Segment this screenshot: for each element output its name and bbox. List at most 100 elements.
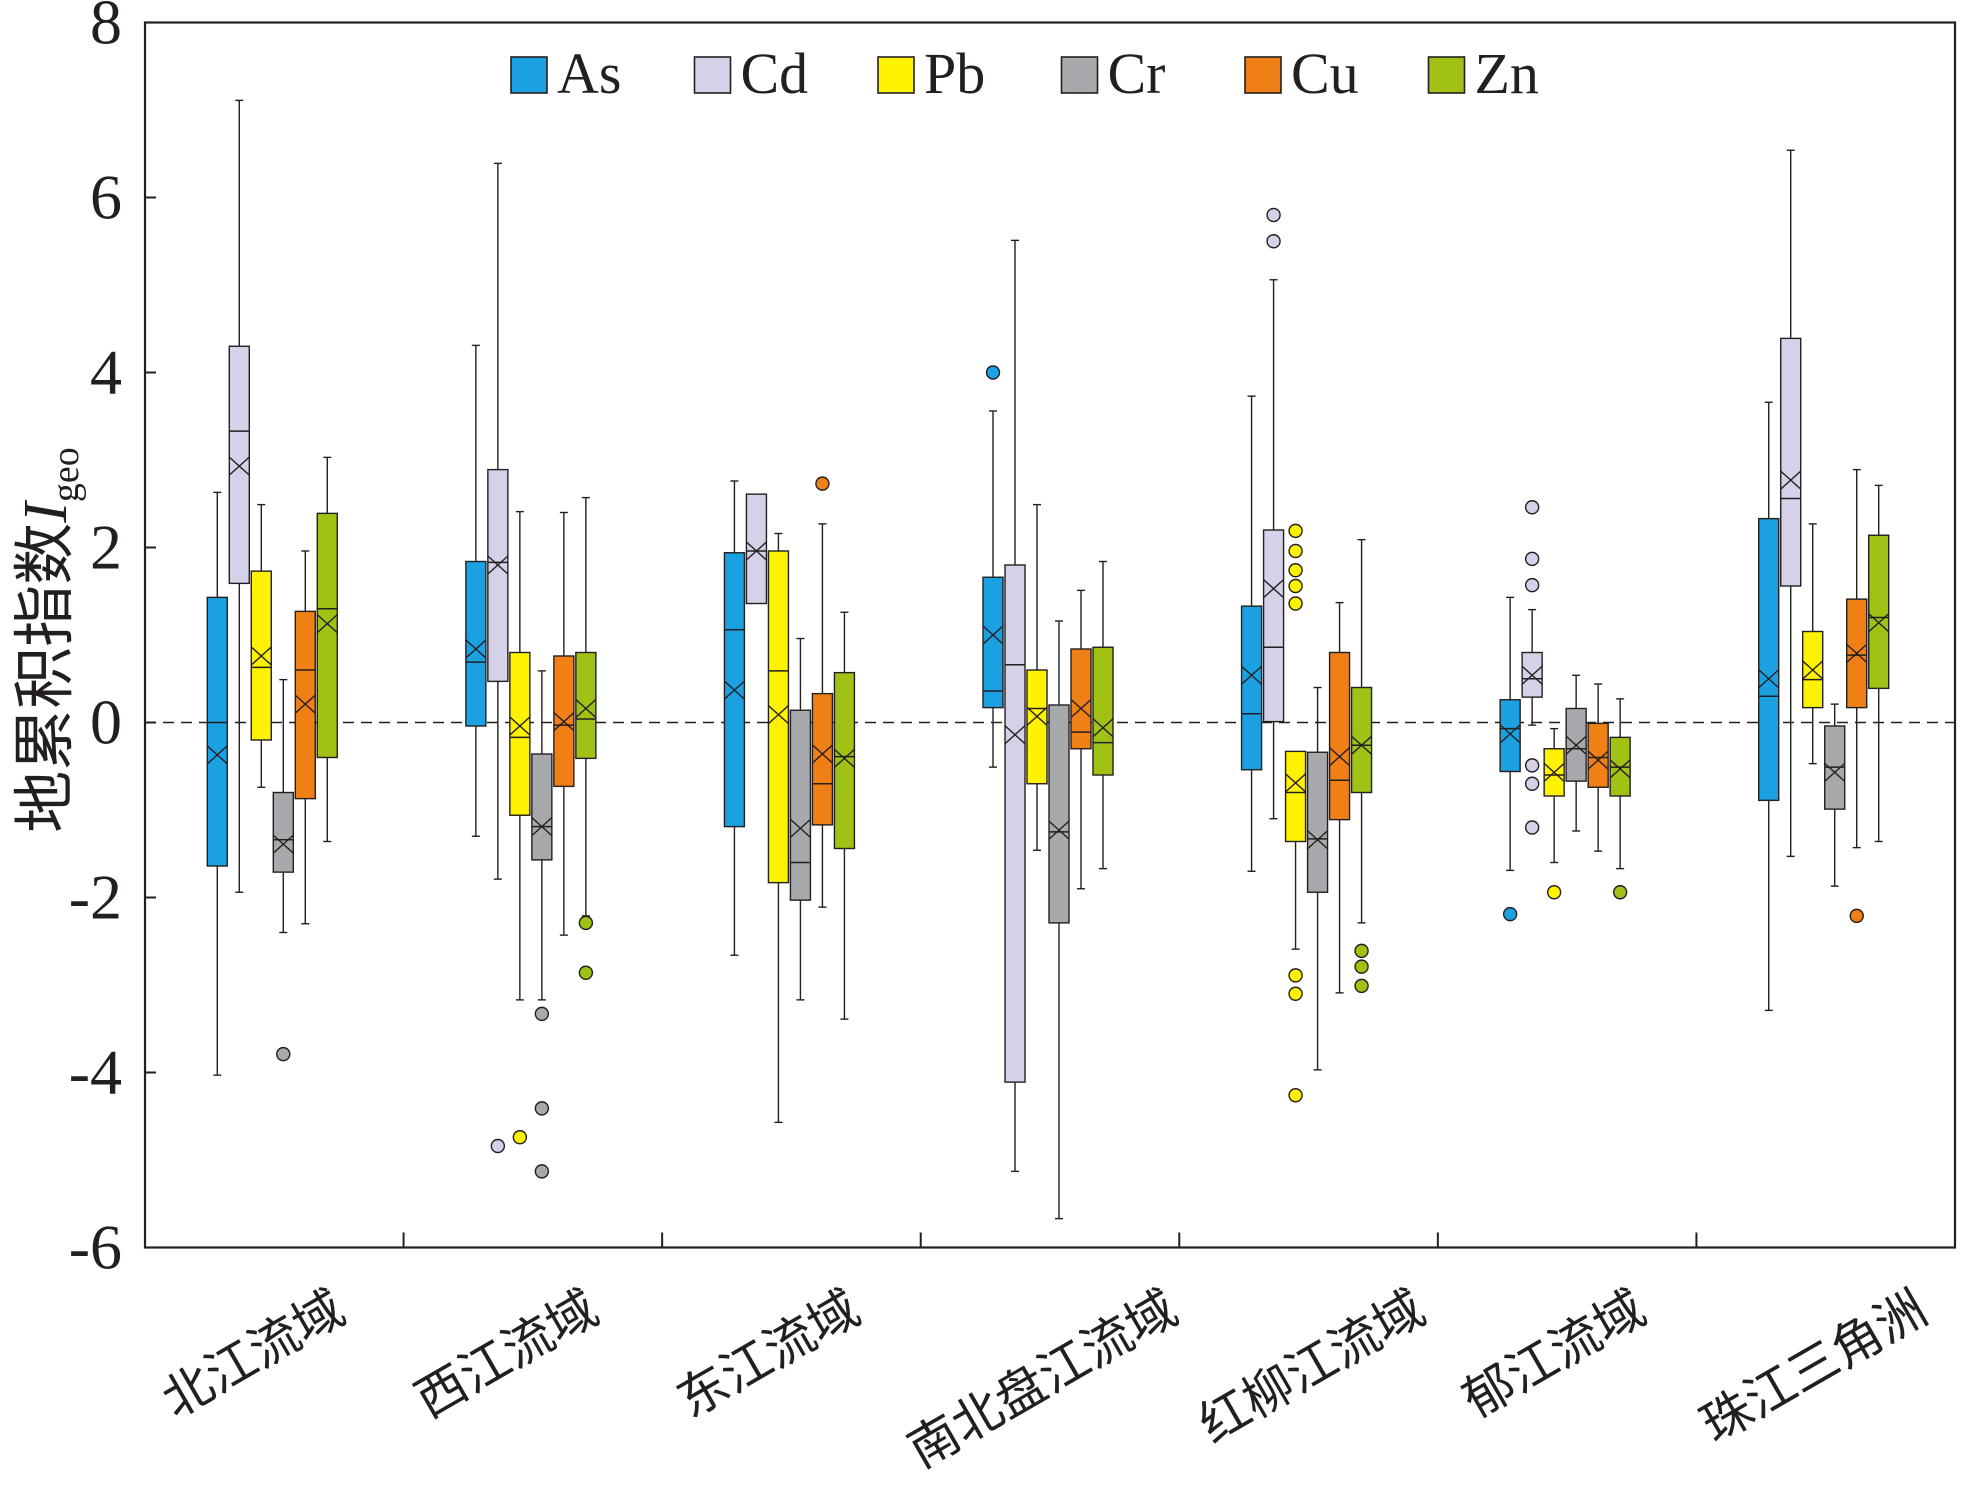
mean-marker-stroke xyxy=(575,698,597,719)
mean-marker-stroke xyxy=(487,555,509,575)
mean-marker xyxy=(1285,773,1307,793)
legend-label: Cu xyxy=(1291,41,1359,106)
mean-marker-stroke xyxy=(811,744,833,764)
box-iqr xyxy=(811,692,834,826)
box-iqr xyxy=(1758,517,1780,802)
legend-swatch xyxy=(1060,56,1099,94)
mean-marker-stroke xyxy=(1587,750,1609,770)
box-iqr xyxy=(228,345,250,585)
box-iqr xyxy=(531,753,553,861)
legend-item-cu: Cu xyxy=(1244,41,1359,106)
outlier-point xyxy=(1288,596,1303,611)
mean-marker xyxy=(1263,579,1285,599)
box-iqr xyxy=(1284,750,1307,843)
box-iqr xyxy=(1306,751,1329,893)
legend-label: Cr xyxy=(1108,41,1166,106)
mean-marker-stroke xyxy=(1048,820,1070,840)
mean-marker xyxy=(1802,660,1824,680)
mean-marker-stroke xyxy=(1521,665,1543,685)
mean-marker xyxy=(1587,750,1609,770)
box-as-1 xyxy=(465,344,487,837)
y-tick-label: 6 xyxy=(90,162,122,233)
mean-marker-stroke xyxy=(1609,759,1631,779)
mean-marker xyxy=(833,748,855,768)
outlier-point xyxy=(1288,523,1303,539)
box-pb-5 xyxy=(1543,727,1565,900)
mean-marker-stroke xyxy=(228,456,250,476)
box-cr-2 xyxy=(789,637,812,1001)
box-as-6 xyxy=(1758,401,1780,1012)
mean-marker-stroke xyxy=(1868,613,1890,633)
mean-marker xyxy=(1543,762,1565,782)
mean-marker-stroke xyxy=(272,834,294,854)
outlier-point xyxy=(1288,968,1303,983)
box-iqr xyxy=(1048,704,1070,924)
box-iqr xyxy=(1004,564,1026,1083)
y-tick-label: -2 xyxy=(69,862,122,933)
mean-marker xyxy=(1004,725,1026,745)
outlier-point xyxy=(1266,234,1281,249)
legend-label: As xyxy=(557,41,621,106)
box-cd-1 xyxy=(487,162,509,1154)
mean-marker-stroke xyxy=(1351,735,1373,755)
box-cu-0 xyxy=(294,550,316,925)
box-iqr xyxy=(1262,529,1285,723)
y-axis-title-text: 地累积指数 xyxy=(8,523,81,833)
outlier-point xyxy=(534,1164,550,1179)
mean-marker-stroke xyxy=(1070,698,1092,719)
mean-marker xyxy=(1499,724,1521,744)
mean-marker-stroke xyxy=(1846,643,1868,663)
mean-marker-stroke xyxy=(509,716,531,736)
y-tick-label: -4 xyxy=(69,1037,122,1108)
box-zn-1 xyxy=(575,496,597,980)
box-as-4 xyxy=(1240,395,1263,872)
outlier-point xyxy=(1524,577,1540,593)
box-iqr xyxy=(575,651,597,760)
mean-marker-stroke xyxy=(1263,579,1285,599)
outlier-point xyxy=(1354,943,1369,959)
box-zn-0 xyxy=(316,456,338,843)
box-iqr xyxy=(745,493,768,605)
box-cu-1 xyxy=(553,511,575,936)
box-iqr xyxy=(1092,646,1114,776)
box-as-5 xyxy=(1499,596,1521,922)
mean-marker xyxy=(272,834,294,854)
box-zn-4 xyxy=(1350,538,1373,994)
mean-marker xyxy=(1565,735,1587,755)
mean-marker xyxy=(745,541,767,561)
mean-marker-stroke xyxy=(745,541,767,561)
mean-marker-stroke xyxy=(1565,735,1587,755)
y-tick-label: 8 xyxy=(90,0,122,58)
box-pb-3 xyxy=(1026,503,1048,851)
mean-marker xyxy=(1824,762,1846,782)
mean-marker-stroke xyxy=(465,639,487,659)
box-cd-5 xyxy=(1521,500,1543,835)
legend: As Cd Pb Cr Cu Zn xyxy=(510,41,1539,106)
outlier-point xyxy=(1288,578,1303,594)
outlier-point xyxy=(1524,500,1540,515)
legend-swatch xyxy=(1244,56,1282,94)
mean-marker-stroke xyxy=(294,694,316,714)
legend-swatch xyxy=(510,56,548,94)
box-zn-2 xyxy=(833,611,856,1020)
y-axis-title-subscript: geo xyxy=(45,447,87,502)
legend-item-as: As xyxy=(510,41,621,106)
outlier-point xyxy=(578,965,594,980)
mean-marker-stroke xyxy=(723,680,745,700)
box-iqr xyxy=(833,671,856,850)
mean-marker xyxy=(1846,643,1868,663)
box-cd-3 xyxy=(1004,239,1026,1173)
box-iqr xyxy=(1499,699,1521,773)
mean-marker xyxy=(228,456,250,476)
mean-marker-stroke xyxy=(1543,762,1565,782)
mean-marker xyxy=(982,625,1004,645)
outlier-point xyxy=(815,476,830,491)
legend-swatch xyxy=(693,56,732,94)
mean-marker xyxy=(465,639,487,659)
mean-marker xyxy=(811,744,833,764)
box-cr-4 xyxy=(1306,686,1329,1071)
box-iqr xyxy=(272,791,294,873)
legend-swatch xyxy=(1427,56,1466,94)
